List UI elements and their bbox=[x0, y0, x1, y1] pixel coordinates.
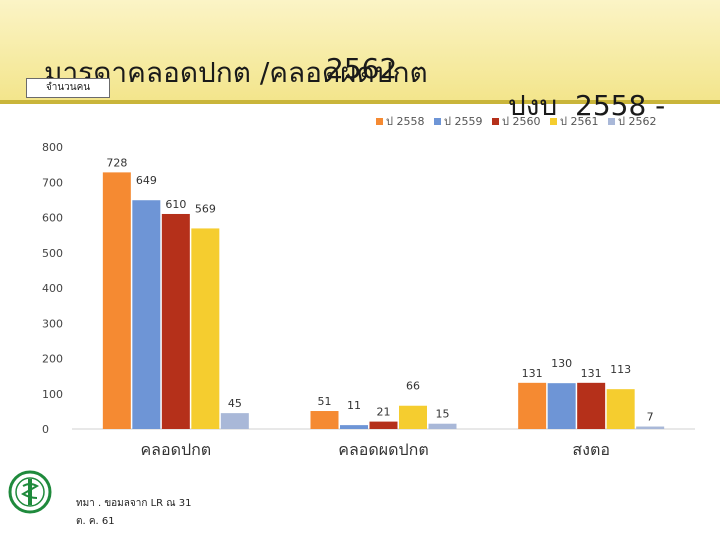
bar bbox=[310, 411, 339, 429]
y-tick-label: 500 bbox=[42, 247, 63, 260]
legend-swatch bbox=[492, 118, 499, 125]
bar bbox=[220, 413, 249, 429]
bar bbox=[191, 228, 220, 429]
bar bbox=[547, 383, 576, 429]
data-label: 130 bbox=[551, 357, 572, 370]
data-label: 51 bbox=[318, 395, 332, 408]
title-line-2: 2562 bbox=[326, 52, 398, 85]
data-label: 45 bbox=[228, 397, 242, 410]
bar bbox=[399, 405, 427, 429]
title-banner: มารดาคลอดปกต /คลอดผดปกต ปงบ 2558 - 2562 … bbox=[0, 0, 720, 122]
legend-entry: ป 2559 bbox=[444, 115, 482, 128]
title-text-right: ปงบ 2558 - bbox=[508, 89, 666, 122]
legend-entry: ป 2560 bbox=[502, 115, 540, 128]
source-note: ทมา . ขอมลจาก LR ณ 31 bbox=[76, 498, 192, 509]
data-label: 728 bbox=[106, 156, 127, 169]
y-tick-label: 100 bbox=[42, 388, 63, 401]
data-label: 131 bbox=[522, 367, 543, 380]
legend-entry: ป 2561 bbox=[560, 115, 598, 128]
legend-swatch bbox=[434, 118, 441, 125]
data-label: 610 bbox=[165, 198, 186, 211]
data-label: 11 bbox=[347, 399, 361, 412]
y-tick-label: 0 bbox=[42, 423, 49, 436]
bar bbox=[577, 382, 606, 429]
data-label: 21 bbox=[377, 406, 391, 419]
y-tick-label: 800 bbox=[42, 141, 63, 154]
bar bbox=[102, 172, 131, 429]
data-label: 66 bbox=[406, 380, 420, 393]
data-label: 15 bbox=[436, 408, 450, 421]
data-label: 569 bbox=[195, 202, 216, 215]
bar bbox=[428, 423, 457, 429]
bar bbox=[606, 389, 635, 429]
bar bbox=[636, 426, 665, 429]
ministry-logo-icon bbox=[8, 470, 52, 514]
title-line-1: มารดาคลอดปกต /คลอดผดปกต ปงบ 2558 - bbox=[0, 18, 720, 150]
category-label: คลอดผดปกต bbox=[338, 440, 429, 459]
footer: ทมา . ขอมลจาก LR ณ 31 ต. ค. 61 bbox=[0, 466, 720, 540]
y-tick-label: 600 bbox=[42, 212, 63, 225]
legend-swatch bbox=[376, 118, 383, 125]
legend-swatch bbox=[550, 118, 557, 125]
legend-swatch bbox=[608, 118, 615, 125]
y-tick-label: 700 bbox=[42, 176, 63, 189]
category-label: สงตอ bbox=[572, 440, 610, 459]
bar bbox=[161, 213, 190, 429]
data-label: 113 bbox=[610, 363, 631, 376]
bar bbox=[369, 421, 398, 429]
bar bbox=[518, 382, 547, 429]
category-label: คลอดปกต bbox=[140, 440, 211, 459]
y-tick-label: 400 bbox=[42, 282, 63, 295]
legend-entry: ป 2558 bbox=[386, 115, 424, 128]
y-tick-label: 200 bbox=[42, 353, 63, 366]
bar bbox=[340, 425, 368, 429]
unit-label: จำนวนคน bbox=[26, 78, 110, 98]
bar bbox=[132, 200, 161, 429]
data-label: 7 bbox=[647, 411, 654, 424]
legend-entry: ป 2562 bbox=[618, 115, 656, 128]
y-tick-label: 300 bbox=[42, 317, 63, 330]
data-label: 131 bbox=[581, 367, 602, 380]
source-note-date: ต. ค. 61 bbox=[76, 516, 115, 527]
data-label: 649 bbox=[136, 174, 157, 187]
bar-chart: 0 100 200 300 400 500 600 700 800 728 649 610 569 45 ค… bbox=[42, 115, 695, 459]
